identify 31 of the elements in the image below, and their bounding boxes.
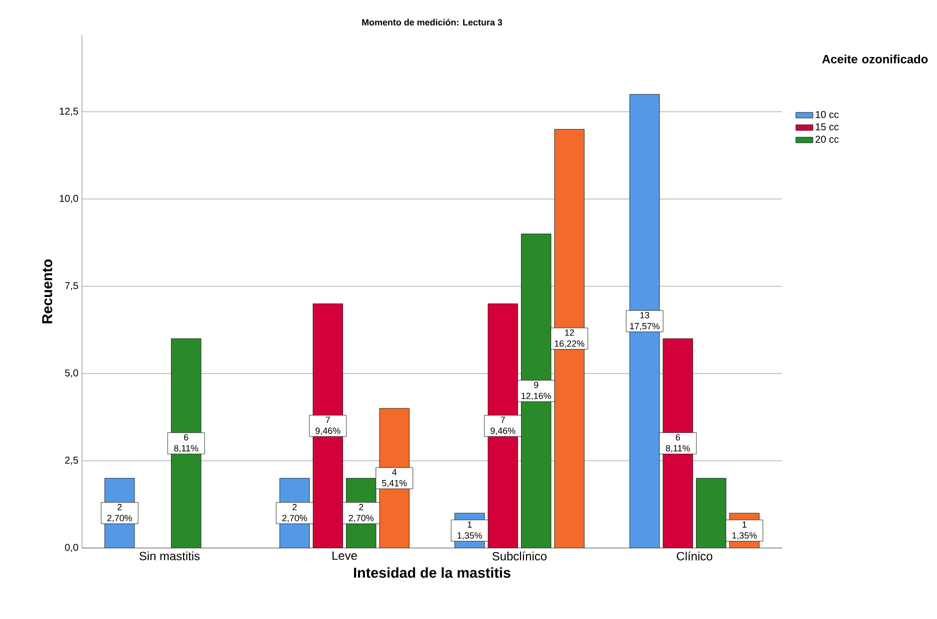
data-label: 1 1,35% bbox=[458, 521, 482, 540]
legend-label: 10 cc bbox=[816, 111, 839, 118]
y-tick-label: 0,0 bbox=[65, 544, 78, 552]
data-label: 9 12,16% bbox=[522, 382, 552, 400]
y-tick-label: 5,0 bbox=[65, 369, 78, 378]
data-label: 7 9,46% bbox=[490, 416, 516, 435]
data-label: 7 9,46% bbox=[316, 416, 340, 435]
data-label: 1 1,35% bbox=[732, 521, 757, 540]
legend-label: 15 cc bbox=[816, 123, 839, 130]
data-label: 2 2,70% bbox=[107, 504, 132, 522]
y-axis-title: Recuento bbox=[42, 259, 52, 324]
data-label: 13 17,57% bbox=[630, 312, 660, 330]
data-label: 12 16,22% bbox=[554, 329, 584, 348]
x-tick-label: Sin mastitis bbox=[139, 552, 200, 560]
data-label: 6 8,11% bbox=[666, 434, 690, 452]
x-axis-title: Intesidad de la mastitis bbox=[354, 567, 510, 578]
x-tick-label: Clínico bbox=[676, 552, 712, 560]
data-label: 4 5,41% bbox=[382, 469, 407, 488]
data-label: 2 2,70% bbox=[348, 504, 374, 522]
x-tick-label: Subclínico bbox=[492, 552, 547, 560]
chart-title: Momento de medición: Lectura 3 bbox=[362, 18, 502, 26]
legend-label: 20 cc bbox=[816, 136, 839, 143]
y-tick-label: 7,5 bbox=[65, 282, 78, 290]
y-tick-label: 2,5 bbox=[65, 456, 78, 465]
data-label: 6 8,11% bbox=[174, 434, 198, 452]
legend-title: Aceite ozonificado bbox=[822, 54, 928, 64]
y-tick-label: 10,0 bbox=[60, 194, 78, 204]
data-label: 2 2,70% bbox=[282, 504, 308, 522]
bar bbox=[696, 478, 726, 548]
x-tick-label: Leve bbox=[332, 552, 357, 560]
y-tick-label: 12,5 bbox=[60, 108, 78, 116]
